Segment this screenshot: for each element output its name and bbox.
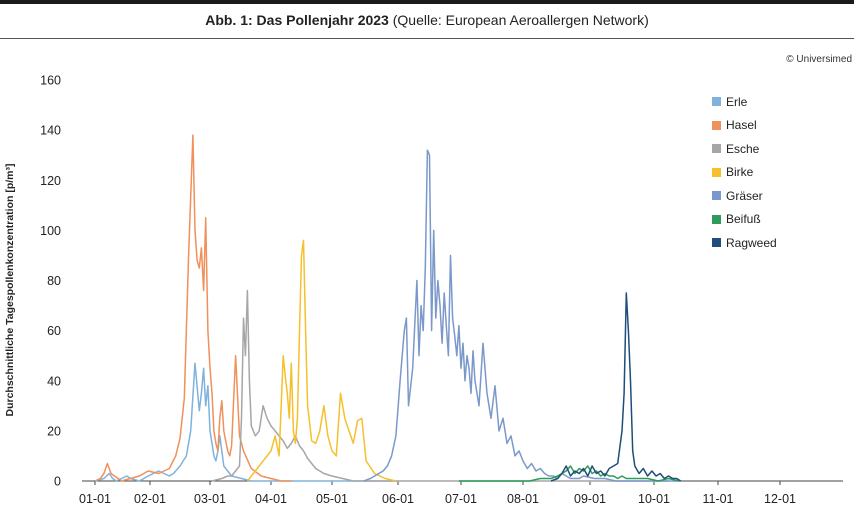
legend-swatch bbox=[712, 144, 721, 154]
legend-label: Birke bbox=[726, 165, 754, 180]
legend-label: Esche bbox=[726, 141, 760, 156]
x-tick-label: 04-01 bbox=[255, 492, 287, 506]
legend-swatch bbox=[712, 238, 721, 248]
legend-label: Gräser bbox=[726, 188, 763, 203]
legend-item: Esche bbox=[712, 137, 777, 161]
x-tick-label: 07-01 bbox=[445, 492, 477, 506]
legend-swatch bbox=[712, 97, 721, 107]
source-text: (Quelle: European Aeroallergen Network) bbox=[392, 12, 649, 28]
x-tick-label: 05-01 bbox=[316, 492, 348, 506]
y-tick-label: 100 bbox=[40, 224, 61, 238]
y-tick-label: 20 bbox=[47, 424, 61, 438]
series-line-birke bbox=[246, 239, 397, 482]
y-tick-label: 40 bbox=[47, 374, 61, 388]
legend-item: Gräser bbox=[712, 184, 777, 208]
legend-label: Hasel bbox=[726, 118, 757, 133]
title-text: Abb. 1: Das Pollenjahr 2023 bbox=[205, 12, 389, 28]
series-line-gräser bbox=[363, 149, 679, 482]
series-line-ragweed bbox=[550, 292, 682, 482]
copyright-credit: © Universimed bbox=[786, 54, 852, 65]
x-tick-label: 03-01 bbox=[194, 492, 226, 506]
series-line-beifuß bbox=[458, 465, 679, 482]
legend-label: Ragweed bbox=[726, 235, 777, 250]
legend-label: Erle bbox=[726, 94, 748, 109]
y-tick-label: 0 bbox=[54, 475, 61, 489]
legend-swatch bbox=[712, 214, 721, 224]
legend: Erle Hasel Esche Birke Gräser Beifuß Ragweed bbox=[712, 90, 777, 255]
legend-swatch bbox=[712, 167, 721, 177]
x-tick-label: 08-01 bbox=[507, 492, 539, 506]
legend-swatch bbox=[712, 191, 721, 201]
top-rule bbox=[0, 0, 854, 4]
legend-swatch bbox=[712, 120, 721, 130]
legend-item: Beifuß bbox=[712, 208, 777, 232]
legend-label: Beifuß bbox=[726, 212, 761, 227]
series-lines bbox=[94, 134, 682, 482]
y-axis-label: Durchschnittliche Tagespollenkonzentrati… bbox=[4, 164, 16, 417]
y-tick-label: 80 bbox=[47, 274, 61, 288]
legend-item: Hasel bbox=[712, 114, 777, 138]
title-rule bbox=[0, 38, 854, 39]
y-tick-label: 120 bbox=[40, 174, 61, 188]
x-tick-label: 10-01 bbox=[638, 492, 670, 506]
y-tick-label: 60 bbox=[47, 324, 61, 338]
y-tick-label: 160 bbox=[40, 74, 61, 88]
series-line-esche bbox=[211, 289, 669, 482]
x-tick-label: 12-01 bbox=[764, 492, 796, 506]
legend-item: Birke bbox=[712, 161, 777, 185]
series-line-hasel bbox=[94, 134, 292, 482]
series-line-erle bbox=[94, 362, 396, 482]
legend-item: Erle bbox=[712, 90, 777, 114]
x-tick-label: 01-01 bbox=[79, 492, 111, 506]
legend-item: Ragweed bbox=[712, 231, 777, 255]
x-tick-label: 11-01 bbox=[702, 492, 733, 506]
y-tick-label: 140 bbox=[40, 124, 61, 138]
chart-title: Abb. 1: Das Pollenjahr 2023 (Quelle: Eur… bbox=[0, 12, 854, 28]
x-tick-label: 02-01 bbox=[134, 492, 166, 506]
x-tick-label: 09-01 bbox=[574, 492, 606, 506]
axes: 0 20 40 60 80 100 120 140 160 01-01 02-01 03-01 04-0… bbox=[40, 74, 843, 506]
x-tick-label: 06-01 bbox=[382, 492, 414, 506]
